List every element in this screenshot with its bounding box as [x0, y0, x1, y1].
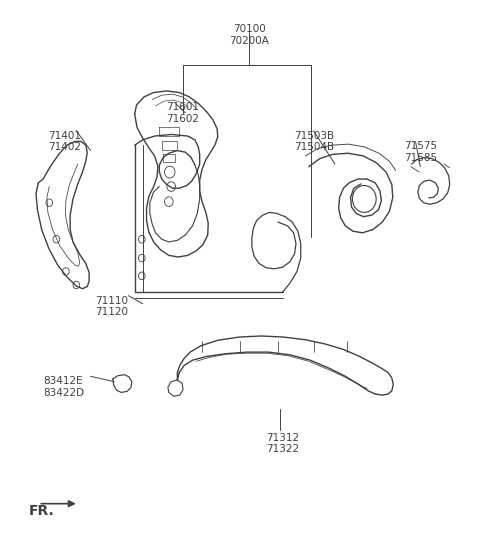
Text: 71110
71120: 71110 71120: [96, 296, 128, 317]
Text: 71601
71602: 71601 71602: [167, 102, 200, 124]
Text: 71503B
71504B: 71503B 71504B: [295, 131, 335, 152]
Text: FR.: FR.: [29, 504, 55, 517]
Text: 83412E
83422D: 83412E 83422D: [43, 376, 84, 398]
Text: 71312
71322: 71312 71322: [266, 433, 299, 454]
Text: 71401
71402: 71401 71402: [48, 131, 81, 152]
Text: 71575
71585: 71575 71585: [404, 141, 437, 163]
Text: 70100
70200A: 70100 70200A: [229, 24, 269, 46]
